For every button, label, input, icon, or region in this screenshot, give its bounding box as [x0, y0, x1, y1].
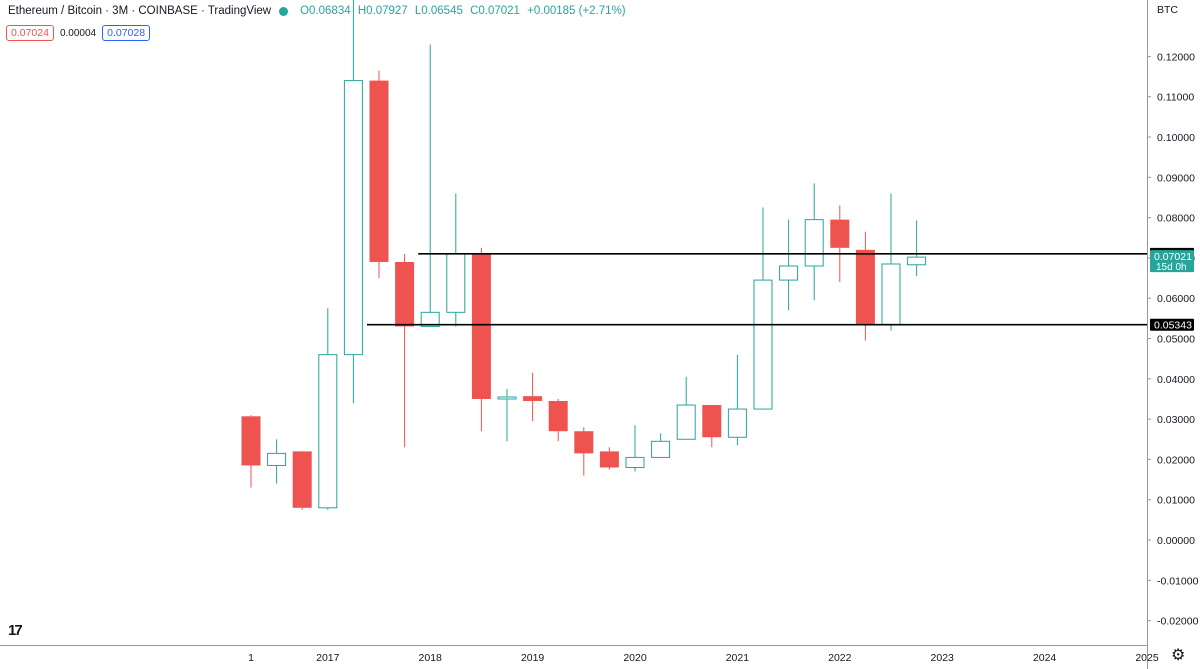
- candle-body-down: [599, 451, 619, 468]
- candle-body-up: [753, 279, 773, 410]
- candle-body-up: [651, 440, 671, 458]
- plot-area[interactable]: [241, 0, 1148, 510]
- time-tick-label: 2021: [726, 652, 750, 664]
- price-tick-label: 0.11000: [1157, 92, 1194, 104]
- time-tick-label: 2023: [931, 652, 955, 664]
- price-tick-label: 0.10000: [1157, 132, 1195, 144]
- price-tag-countdown: 15d 0h: [1156, 262, 1187, 273]
- price-tick-label: 0.04000: [1157, 374, 1195, 386]
- price-tag-box: [1150, 250, 1194, 273]
- sell-price-button[interactable]: 0.07024: [6, 25, 54, 41]
- candle-body-up: [727, 408, 747, 438]
- ohlc-high: H0.07927: [357, 5, 408, 17]
- quote-row: 0.07024 0.00004 0.07028: [6, 25, 151, 41]
- price-tick-label: 0.12000: [1157, 51, 1195, 63]
- time-tick-label: 2025: [1135, 652, 1159, 664]
- price-tick-label: 0.06000: [1157, 293, 1195, 305]
- candle-body-up: [779, 265, 799, 281]
- ohlc-open: O0.06834: [300, 5, 351, 17]
- candle-body-down: [855, 249, 875, 325]
- candle-body-down: [369, 80, 389, 262]
- candle-body-down: [395, 261, 415, 327]
- candle-body-down: [702, 405, 722, 438]
- time-tick-label: 2024: [1033, 652, 1057, 664]
- buy-price-button[interactable]: 0.07028: [102, 25, 151, 41]
- price-tick-label: 0.01000: [1157, 495, 1195, 507]
- symbol-title[interactable]: Ethereum / Bitcoin · 3M · COINBASE · Tra…: [8, 5, 272, 17]
- price-tag-label: 0.07021: [1154, 251, 1192, 263]
- time-tick-label: 2022: [828, 652, 852, 664]
- candle-body-down: [523, 396, 543, 401]
- candle-body-up: [343, 80, 363, 356]
- price-tick-label: 0.00000: [1157, 535, 1195, 547]
- price-tick-label: 0.08000: [1157, 213, 1195, 225]
- ohlc-low: L0.06545: [414, 5, 463, 17]
- candle-body-down: [471, 253, 491, 399]
- chart-header: Ethereum / Bitcoin · 3M · COINBASE · Tra…: [8, 5, 630, 17]
- price-tick-label: 0.03000: [1157, 414, 1195, 426]
- candle-body-down: [574, 431, 594, 454]
- price-tick-label: 0.02000: [1157, 454, 1195, 466]
- time-tick-label: 2017: [316, 652, 340, 664]
- price-tag-label: 0.05343: [1154, 320, 1192, 332]
- candle-body-up: [625, 456, 645, 468]
- gear-icon[interactable]: ⚙: [1171, 647, 1186, 664]
- time-tick-label: 2020: [623, 652, 647, 664]
- candle-body-down: [292, 451, 312, 508]
- ohlc-change: +0.00185 (+2.71%): [527, 5, 626, 17]
- candle-body-up: [804, 219, 824, 267]
- ohlc-close: C0.07021: [470, 5, 520, 17]
- price-tick-label: -0.01000: [1157, 575, 1199, 587]
- time-tick-label: 2019: [521, 652, 545, 664]
- candle-body-up: [907, 256, 927, 266]
- candle-body-up: [497, 396, 517, 400]
- tradingview-logo-icon[interactable]: 17: [8, 622, 23, 639]
- candle-body-up: [881, 263, 901, 325]
- time-tick-label: 1: [248, 652, 254, 664]
- candle-body-up: [318, 354, 338, 509]
- time-tick-label: 2018: [419, 652, 443, 664]
- price-tick-label: -0.02000: [1157, 616, 1199, 628]
- spread-value: 0.00004: [59, 27, 97, 39]
- candle-body-up: [446, 253, 466, 313]
- candle-body-up: [267, 452, 287, 466]
- candle-body-down: [548, 400, 568, 432]
- ohlc-values: O0.06834 H0.07927 L0.06545 C0.07021 +0.0…: [300, 5, 630, 17]
- price-axis-currency: BTC: [1157, 4, 1178, 16]
- candle-body-up: [420, 311, 440, 327]
- candle-body-down: [241, 416, 261, 466]
- candle-body-down: [830, 219, 850, 248]
- price-tag-box: [1150, 318, 1194, 331]
- candle-body-up: [676, 404, 696, 440]
- market-status-icon: [279, 6, 289, 16]
- price-tick-label: 0.09000: [1157, 172, 1195, 184]
- price-tick-label: 0.05000: [1157, 334, 1195, 346]
